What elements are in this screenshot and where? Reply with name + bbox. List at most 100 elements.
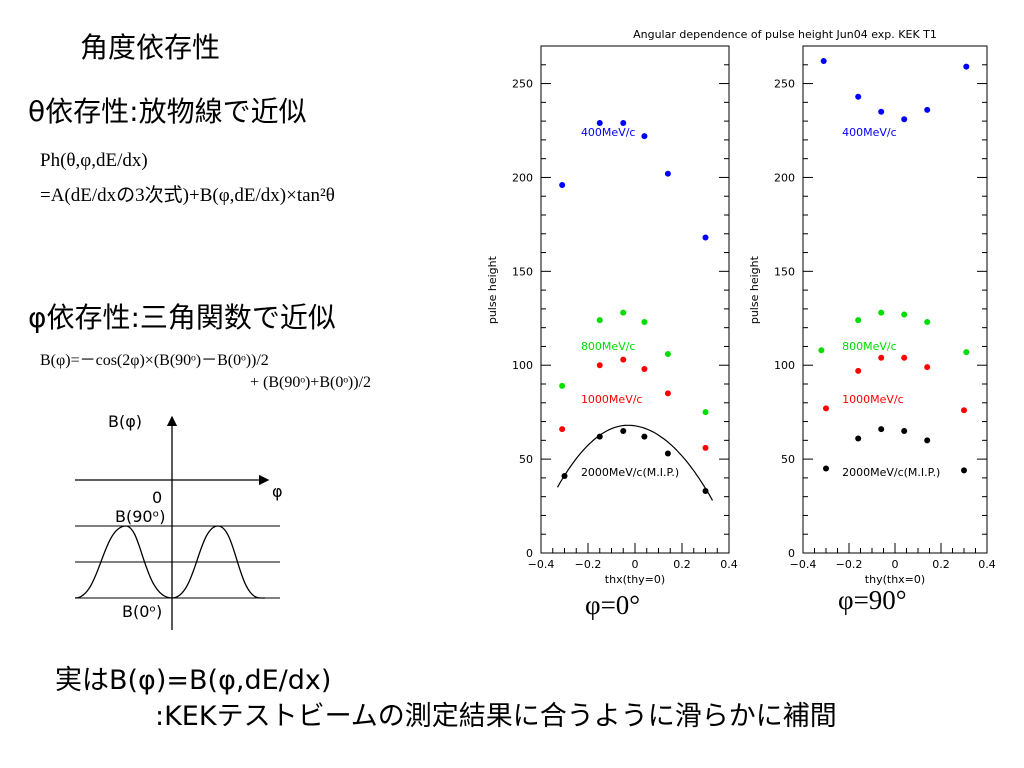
data-point: [641, 365, 648, 372]
sketch-b0-label: B(0ᵒ): [122, 602, 162, 621]
data-point: [702, 444, 709, 451]
y-axis-label: pulse height: [748, 255, 761, 324]
data-point: [961, 407, 967, 414]
fit-curve: [556, 424, 714, 501]
x-tick-label: 0.4: [978, 558, 996, 571]
data-point: [664, 350, 671, 357]
data-point: [924, 364, 931, 371]
x-tick-label: −0.4: [790, 558, 817, 571]
y-tick-label: 100: [512, 359, 533, 372]
series-label: 2000MeV/c(M.I.P.): [842, 466, 940, 479]
data-point: [924, 319, 931, 326]
x-tick-label: −0.2: [575, 558, 602, 571]
y-tick-label: 150: [512, 265, 533, 278]
data-point: [901, 427, 908, 434]
data-point: [664, 390, 671, 397]
data-point: [924, 437, 931, 444]
sketch-x-label: φ: [272, 482, 283, 501]
sketch-origin-label: 0: [152, 488, 162, 507]
y-tick-label: 50: [519, 453, 533, 466]
data-point: [901, 311, 908, 318]
data-point: [559, 382, 566, 389]
bottom-note-line-2: :KEKテストビームの測定結果に合うように滑らかに補間: [155, 701, 837, 732]
y-tick-label: 200: [512, 171, 533, 184]
x-axis-label: thx(thy=0): [605, 573, 665, 586]
data-point: [818, 347, 825, 354]
data-point: [878, 108, 885, 115]
data-point: [596, 119, 603, 126]
series-label: 400MeV/c: [581, 126, 636, 139]
theta-dependence-heading: θ依存性:放物線で近似: [28, 95, 307, 128]
series-label: 400MeV/c: [842, 126, 897, 139]
y-tick-label: 0: [526, 547, 533, 560]
data-point: [855, 367, 862, 374]
data-point: [855, 435, 862, 442]
y-tick-label: 250: [512, 78, 533, 91]
x-tick-label: 0.2: [673, 558, 691, 571]
y-tick-label: 0: [788, 547, 795, 560]
x-tick-label: 0.4: [720, 558, 738, 571]
data-point: [620, 356, 627, 363]
data-point: [823, 405, 829, 412]
sketch-cos-curve: [74, 525, 265, 599]
data-point: [823, 465, 829, 472]
y-tick-label: 150: [774, 265, 795, 278]
data-point: [641, 433, 648, 440]
b-phi-sketch: B(φ) φ 0 B(90ᵒ) B(0ᵒ): [74, 412, 283, 630]
data-point: [641, 319, 648, 326]
data-point: [620, 119, 627, 126]
data-point: [559, 181, 566, 188]
data-point: [963, 63, 970, 70]
series-label: 800MeV/c: [581, 340, 636, 353]
y-tick-label: 200: [774, 171, 795, 184]
data-point: [596, 317, 603, 324]
y-tick-label: 100: [774, 359, 795, 372]
phi-dependence-heading: φ依存性:三角関数で近似: [28, 301, 336, 334]
x-tick-label: 0.2: [932, 558, 950, 571]
data-point: [620, 309, 627, 316]
data-point: [702, 488, 709, 495]
chart-panel-1: 0 50 100 150 200 250 −0.4 −0.2 0 0.2 0.4 thx(thy=0)…: [486, 45, 738, 586]
theta-formula-line-2: =A(dE/dxの3次式)+B(φ,dE/dx)×tan²θ: [40, 185, 335, 206]
data-point: [702, 409, 709, 416]
data-point: [901, 116, 908, 123]
data-point: [901, 354, 908, 361]
data-point: [855, 93, 862, 100]
y-axis-label: pulse height: [486, 255, 499, 324]
data-point: [702, 234, 709, 241]
phi-formula-line-1: B(φ)=－cos(2φ)×(B(90ᵒ)－B(0ᵒ))/2: [40, 352, 269, 369]
data-point: [961, 467, 967, 474]
data-point: [878, 426, 885, 433]
data-point: [664, 170, 671, 177]
x-tick-label: −0.2: [836, 558, 863, 571]
series-label: 2000MeV/c(M.I.P.): [581, 466, 679, 479]
data-point: [620, 427, 627, 434]
series-label: 1000MeV/c: [842, 393, 904, 406]
data-point: [559, 426, 566, 433]
x-tick-label: −0.4: [528, 558, 555, 571]
x-axis-label: thy(thx=0): [865, 573, 925, 586]
y-tick-label: 50: [781, 453, 795, 466]
data-point: [855, 317, 862, 324]
phi-90-caption: φ=90°: [838, 585, 907, 615]
pulse-height-charts: Angular dependence of pulse height Jun04…: [486, 28, 996, 586]
series-label: 800MeV/c: [842, 340, 897, 353]
bottom-note-line-1: 実はB(φ)=B(φ,dE/dx): [55, 665, 332, 696]
data-point: [596, 362, 603, 369]
x-tick-label: 0: [632, 558, 639, 571]
data-point: [878, 309, 885, 316]
data-point: [664, 450, 671, 457]
x-tick-label: 0: [892, 558, 899, 571]
theta-formula-line-1: Ph(θ,φ,dE/dx): [40, 150, 148, 171]
data-point: [596, 433, 603, 440]
sketch-y-label: B(φ): [108, 412, 142, 431]
data-point: [924, 106, 931, 113]
phi-formula-line-2: + (B(90ᵒ)+B(0ᵒ))/2: [250, 374, 372, 391]
chart-panel-2: 0 50 100 150 200 250 −0.4 −0.2 0 0.2 0.4 thy(thx=0)…: [748, 45, 996, 586]
data-point: [820, 58, 827, 65]
data-point: [641, 133, 648, 140]
phi-0-caption: φ=0°: [585, 590, 641, 620]
series-label: 1000MeV/c: [581, 393, 643, 406]
data-point: [878, 354, 885, 361]
data-point: [963, 349, 970, 356]
